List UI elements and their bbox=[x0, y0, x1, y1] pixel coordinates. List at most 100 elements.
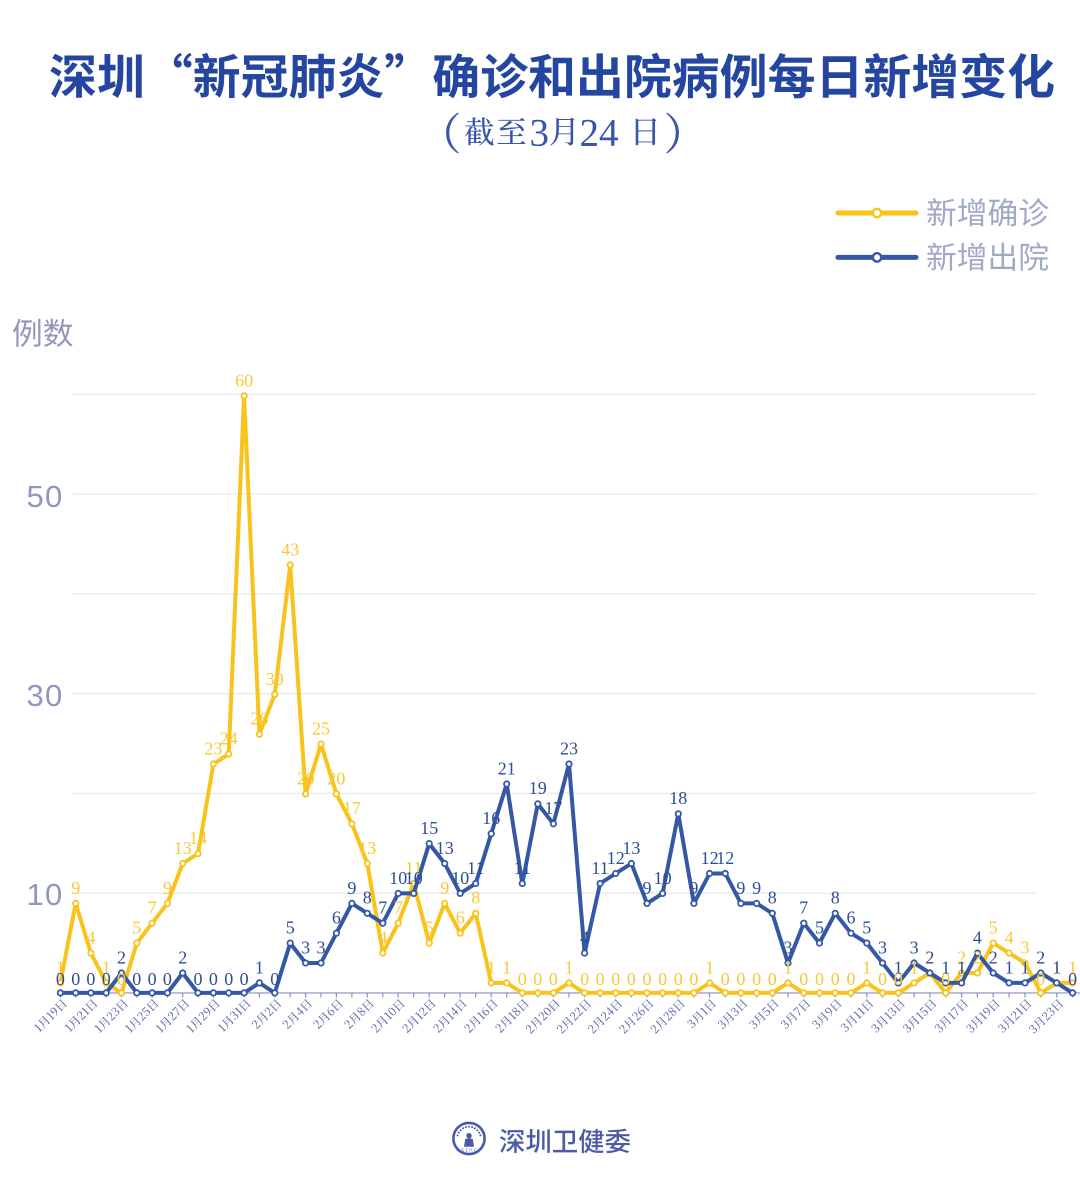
svg-text:1: 1 bbox=[894, 957, 903, 977]
svg-text:21: 21 bbox=[498, 758, 516, 778]
svg-text:11: 11 bbox=[467, 858, 484, 878]
svg-text:1: 1 bbox=[705, 957, 714, 977]
svg-text:0: 0 bbox=[549, 969, 558, 989]
svg-text:7: 7 bbox=[148, 898, 157, 918]
svg-text:2: 2 bbox=[117, 947, 126, 967]
svg-text:9: 9 bbox=[71, 878, 80, 898]
svg-text:7: 7 bbox=[394, 898, 403, 918]
svg-text:2: 2 bbox=[989, 947, 998, 967]
svg-text:0: 0 bbox=[163, 969, 172, 989]
svg-text:4: 4 bbox=[1005, 928, 1014, 948]
svg-text:3: 3 bbox=[1021, 937, 1030, 957]
svg-text:1: 1 bbox=[957, 957, 966, 977]
svg-text:10: 10 bbox=[654, 868, 672, 888]
svg-text:0: 0 bbox=[674, 969, 683, 989]
svg-text:1: 1 bbox=[487, 957, 496, 977]
svg-text:15: 15 bbox=[420, 818, 438, 838]
svg-text:0: 0 bbox=[721, 969, 730, 989]
svg-text:24: 24 bbox=[220, 729, 238, 749]
svg-text:0: 0 bbox=[240, 969, 249, 989]
svg-text:12: 12 bbox=[701, 848, 719, 868]
svg-text:24: 24 bbox=[580, 112, 619, 155]
svg-text:0: 0 bbox=[580, 969, 589, 989]
svg-text:0: 0 bbox=[194, 969, 203, 989]
svg-text:5: 5 bbox=[286, 918, 295, 938]
svg-text:1: 1 bbox=[910, 957, 919, 977]
svg-text:0: 0 bbox=[102, 969, 111, 989]
svg-text:5: 5 bbox=[132, 918, 141, 938]
svg-text:3: 3 bbox=[317, 937, 326, 957]
svg-text:0: 0 bbox=[224, 969, 233, 989]
svg-text:S Z H C: S Z H C bbox=[461, 1147, 478, 1152]
svg-text:9: 9 bbox=[163, 878, 172, 898]
svg-text:19: 19 bbox=[529, 778, 547, 798]
svg-text:26: 26 bbox=[250, 709, 268, 729]
svg-text:0: 0 bbox=[1068, 969, 1077, 989]
svg-text:2: 2 bbox=[925, 947, 934, 967]
svg-text:0: 0 bbox=[658, 969, 667, 989]
svg-text:12: 12 bbox=[607, 848, 625, 868]
svg-text:0: 0 bbox=[815, 969, 824, 989]
svg-text:5: 5 bbox=[989, 918, 998, 938]
svg-text:4: 4 bbox=[580, 928, 589, 948]
svg-text:1: 1 bbox=[565, 957, 574, 977]
svg-text:0: 0 bbox=[894, 969, 903, 989]
svg-text:6: 6 bbox=[456, 908, 465, 928]
svg-text:1: 1 bbox=[1005, 957, 1014, 977]
svg-text:13: 13 bbox=[622, 838, 640, 858]
svg-text:1: 1 bbox=[255, 957, 264, 977]
svg-text:14: 14 bbox=[189, 828, 207, 848]
svg-text:9: 9 bbox=[347, 878, 356, 898]
svg-text:8: 8 bbox=[831, 888, 840, 908]
svg-text:0: 0 bbox=[941, 969, 950, 989]
svg-text:2: 2 bbox=[957, 947, 966, 967]
svg-text:9: 9 bbox=[752, 878, 761, 898]
svg-text:2: 2 bbox=[973, 947, 982, 967]
svg-text:5: 5 bbox=[425, 918, 434, 938]
svg-text:50: 50 bbox=[27, 479, 64, 514]
svg-text:0: 0 bbox=[736, 969, 745, 989]
svg-text:2: 2 bbox=[178, 947, 187, 967]
svg-text:11: 11 bbox=[591, 858, 608, 878]
svg-text:9: 9 bbox=[643, 878, 652, 898]
svg-text:17: 17 bbox=[544, 798, 562, 818]
svg-text:0: 0 bbox=[132, 969, 141, 989]
svg-text:9: 9 bbox=[689, 878, 698, 898]
svg-text:7: 7 bbox=[378, 898, 387, 918]
svg-text:3: 3 bbox=[784, 937, 793, 957]
svg-text:8: 8 bbox=[768, 888, 777, 908]
svg-text:30: 30 bbox=[266, 669, 284, 689]
svg-text:0: 0 bbox=[117, 969, 126, 989]
svg-text:0: 0 bbox=[533, 969, 542, 989]
svg-text:4: 4 bbox=[973, 928, 982, 948]
svg-text:8: 8 bbox=[363, 888, 372, 908]
svg-text:0: 0 bbox=[831, 969, 840, 989]
svg-text:13: 13 bbox=[436, 838, 454, 858]
svg-text:10: 10 bbox=[405, 868, 423, 888]
svg-text:20: 20 bbox=[297, 768, 315, 788]
svg-text:43: 43 bbox=[281, 539, 299, 559]
svg-text:7: 7 bbox=[799, 898, 808, 918]
svg-text:3: 3 bbox=[301, 937, 310, 957]
svg-text:0: 0 bbox=[799, 969, 808, 989]
svg-text:0: 0 bbox=[611, 969, 620, 989]
svg-text:10: 10 bbox=[451, 868, 469, 888]
svg-text:1: 1 bbox=[56, 957, 65, 977]
svg-text:9: 9 bbox=[736, 878, 745, 898]
svg-text:0: 0 bbox=[768, 969, 777, 989]
svg-text:20: 20 bbox=[327, 768, 345, 788]
svg-text:60: 60 bbox=[235, 370, 253, 390]
svg-text:6: 6 bbox=[847, 908, 856, 928]
svg-text:1: 1 bbox=[1052, 957, 1061, 977]
svg-text:6: 6 bbox=[332, 908, 341, 928]
svg-text:0: 0 bbox=[752, 969, 761, 989]
svg-text:18: 18 bbox=[669, 788, 687, 808]
svg-text:17: 17 bbox=[343, 798, 361, 818]
svg-text:11: 11 bbox=[405, 858, 422, 878]
svg-text:1: 1 bbox=[502, 957, 511, 977]
svg-text:0: 0 bbox=[689, 969, 698, 989]
svg-text:10: 10 bbox=[389, 868, 407, 888]
svg-text:0: 0 bbox=[643, 969, 652, 989]
svg-text:1: 1 bbox=[862, 957, 871, 977]
svg-text:4: 4 bbox=[86, 928, 95, 948]
